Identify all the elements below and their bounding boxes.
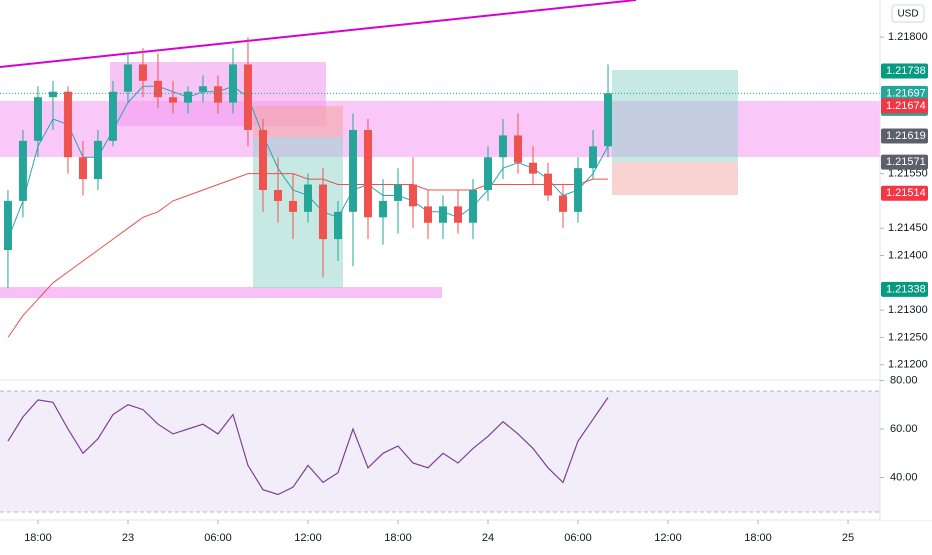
- x-tick-label: 23: [122, 532, 134, 544]
- candle-body: [33, 97, 42, 141]
- price-tag: [881, 154, 928, 170]
- candle-body: [574, 168, 583, 212]
- y-tick-label: 1.21450: [888, 222, 928, 234]
- price-tag-label: 1.21697: [886, 87, 926, 99]
- y2-tick-label: 80.00: [890, 374, 918, 386]
- x-tick-label: 18:00: [744, 532, 772, 544]
- x-tick-label: 06:00: [204, 532, 232, 544]
- currency-button[interactable]: [891, 4, 925, 23]
- price-tag-label: 1.21738: [886, 65, 926, 77]
- price-tag: [881, 128, 928, 144]
- candle-body: [198, 86, 207, 92]
- candle-body: [604, 93, 613, 147]
- x-tick-label: 25: [842, 532, 854, 544]
- candle-body: [559, 195, 568, 212]
- position-target: [253, 137, 343, 288]
- candle-body: [589, 146, 598, 169]
- candle-body: [93, 140, 102, 180]
- candle-body: [544, 173, 553, 196]
- price-tag-label: 1.21571: [886, 156, 926, 168]
- candle-body: [243, 64, 252, 130]
- candle-body: [423, 206, 432, 223]
- candle-body: [454, 206, 463, 223]
- candle-body: [258, 129, 267, 190]
- candle-body: [529, 162, 538, 174]
- candle-body: [123, 64, 132, 92]
- price-tag-label: 1.21619: [886, 130, 926, 142]
- candle-body: [18, 140, 27, 201]
- axis-layer: 18:00 23 06:00 12:00 18:00 24 06:00 12:00 18:00 2…: [24, 31, 928, 544]
- candle-body: [138, 64, 147, 81]
- candle-body: [439, 206, 448, 223]
- x-tick-label: 18:00: [24, 532, 52, 544]
- candle-body: [363, 129, 372, 218]
- price-tag: [881, 63, 928, 79]
- candle-body: [48, 91, 57, 98]
- y-tick-label: 1.21550: [888, 168, 928, 180]
- candle-body: [393, 184, 402, 201]
- marks: [0, 37, 880, 513]
- candle-body: [303, 184, 312, 212]
- candle-body: [168, 97, 177, 103]
- y-tick-label: 1.21200: [888, 359, 928, 371]
- currency-label: USD: [897, 9, 918, 20]
- position-target: [612, 70, 738, 162]
- candle-body: [408, 184, 417, 207]
- x-tick-label: 18:00: [384, 532, 412, 544]
- candle-body: [213, 86, 222, 103]
- trend-line: [0, 0, 637, 68]
- candle-body: [288, 200, 297, 212]
- rsi-line: [7, 397, 609, 496]
- x-tick-label: 06:00: [564, 532, 592, 544]
- candle-body: [63, 91, 72, 158]
- candle-body: [108, 91, 117, 141]
- y-tick-label: 1.21800: [888, 31, 928, 43]
- y-tick-label: 1.21400: [888, 249, 928, 261]
- candle-body: [183, 91, 192, 103]
- y-tick-label: 1.21300: [888, 304, 928, 316]
- price-tag: [881, 185, 928, 201]
- x-tick-label: 24: [482, 532, 494, 544]
- candle-body: [333, 211, 342, 240]
- price-tag: [881, 281, 928, 297]
- x-tick-label: 12:00: [654, 532, 682, 544]
- candle-body: [499, 135, 508, 158]
- candle-body: [153, 80, 162, 98]
- candle-body: [514, 135, 523, 163]
- candle-body: [484, 157, 493, 190]
- candle-body: [378, 200, 387, 218]
- candle-body: [469, 190, 478, 223]
- y2-tick-label: 40.00: [890, 471, 918, 483]
- position-stop: [612, 162, 738, 195]
- x-tick-label: 12:00: [294, 532, 322, 544]
- rsi-band: [0, 391, 880, 512]
- position-stop: [253, 106, 343, 137]
- candle-body: [348, 129, 357, 212]
- price-tag-label: 1.21514: [886, 187, 926, 199]
- price-tag-label: 1.21674: [886, 100, 926, 112]
- candle-body: [228, 64, 237, 103]
- price-tag-label: 1.21338: [886, 283, 926, 295]
- zone-rect: [0, 287, 442, 298]
- candle-body: [3, 200, 12, 251]
- price-tag: [881, 98, 928, 114]
- y-tick-label: 1.21250: [888, 331, 928, 343]
- candle-body: [273, 190, 282, 201]
- candle-body: [318, 184, 327, 240]
- candle-body: [78, 157, 87, 180]
- y2-tick-label: 60.00: [890, 423, 918, 435]
